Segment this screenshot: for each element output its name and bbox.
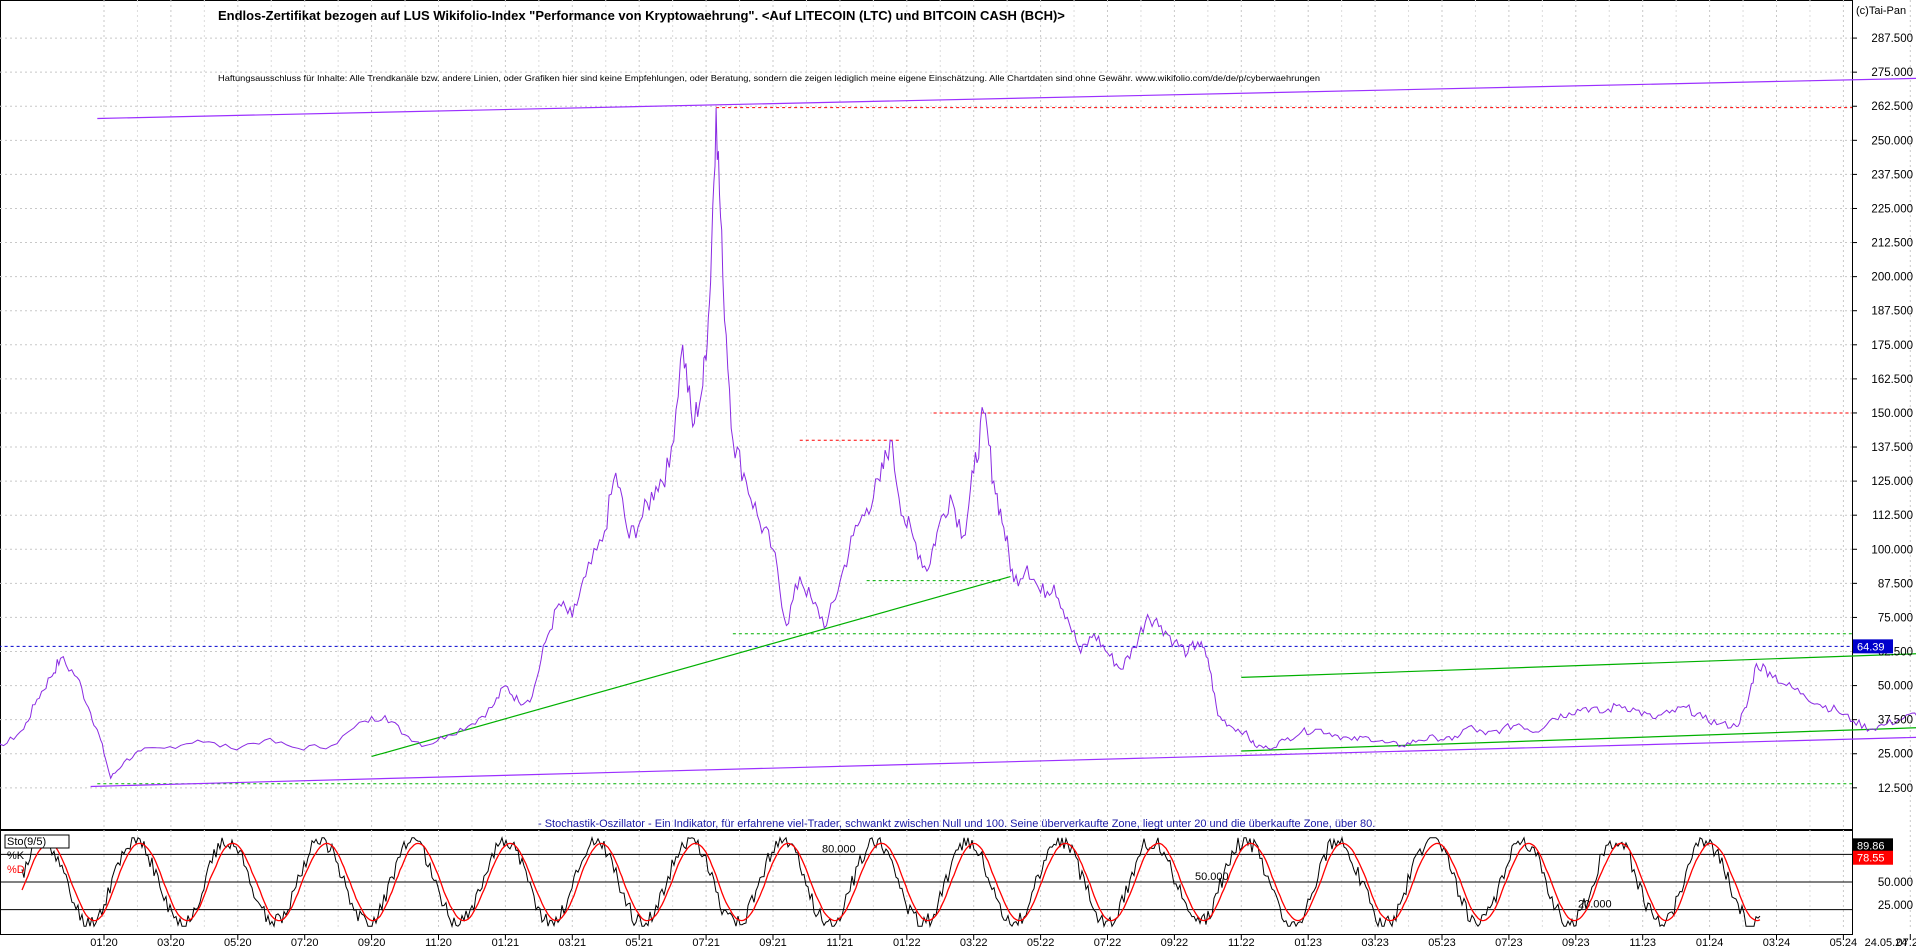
oscillator-level-label: 80.000: [822, 843, 856, 855]
x-tick-label: 01.23: [1294, 937, 1322, 948]
x-tick-label: 11.23: [1629, 937, 1656, 948]
x-tick-label: 05.21: [625, 937, 653, 948]
chart-title: Endlos-Zertifikat bezogen auf LUS Wikifo…: [218, 8, 1065, 23]
price-line: [0, 107, 1916, 780]
x-tick-label: 03.24: [1763, 937, 1791, 948]
current-value-label: 64.39: [1857, 641, 1885, 653]
y-tick-label: 237.500: [1871, 169, 1913, 181]
x-tick-label: 01.22: [893, 937, 921, 948]
x-tick-label: 07.21: [692, 937, 720, 948]
x-tick-label: 07.22: [1094, 937, 1122, 948]
x-tick-label: 03.22: [960, 937, 988, 948]
stoch-k-value: 89.86: [1857, 840, 1885, 852]
y-tick-label: 12.500: [1878, 783, 1913, 795]
stoch-d-value-box: [1853, 850, 1893, 865]
y-tick-label: 225.000: [1871, 203, 1913, 215]
x-tick-label: 09.21: [759, 937, 787, 948]
x-gridlines: [103, 0, 1911, 930]
y-tick-label: 287.500: [1871, 33, 1913, 45]
stochastic-panel: 20.00050.00080.00025.00050.000Sto(9/5)%K…: [0, 834, 1913, 929]
stoch-d-line: [21, 842, 1761, 922]
y-tick-label: 275.000: [1871, 67, 1913, 79]
y-tick-label: 87.500: [1878, 578, 1913, 590]
x-tick-label: 07.24: [1897, 937, 1916, 948]
main-panel-frame: [0, 0, 1853, 830]
oscillator-y-label: 50.000: [1878, 877, 1913, 889]
copyright-label: (c)Tai-Pan: [1856, 5, 1906, 17]
y-tick-label: 75.000: [1878, 612, 1913, 624]
indicator-label-box: [4, 834, 70, 849]
trendlines: [90, 77, 1916, 788]
stoch-d-value: 78.55: [1857, 853, 1885, 865]
y-tick-label: 100.000: [1871, 544, 1913, 556]
x-tick-label: 03.21: [559, 937, 587, 948]
disclaimer-text: Haftungsausschluss für Inhalte: Alle Tre…: [218, 73, 1320, 83]
x-tick-label: 01.21: [492, 937, 520, 948]
y-tick-label: 137.500: [1871, 442, 1913, 454]
x-tick-label: 05.20: [224, 937, 252, 948]
x-tick-label: 01.20: [90, 937, 118, 948]
x-tick-label: 05.24: [1830, 937, 1858, 948]
y-tick-label: 150.000: [1871, 408, 1913, 420]
y-tick-label: 200.000: [1871, 272, 1913, 284]
y-tick-label: 250.000: [1871, 135, 1913, 147]
y-tick-label: 162.500: [1871, 374, 1913, 386]
green-trendline: [371, 575, 1011, 758]
x-tick-label: 01.24: [1696, 937, 1724, 948]
y-tick-label: 175.000: [1871, 340, 1913, 352]
stoch-k-value-box: [1853, 838, 1893, 853]
x-tick-label: 07.20: [291, 937, 319, 948]
y-tick-label: 112.500: [1872, 510, 1913, 522]
x-tick-label: 09.20: [358, 937, 386, 948]
stoch-k-line: [21, 835, 1761, 929]
violet-trendline: [90, 736, 1916, 788]
x-axis: 01.20 03.20 05.20 07.20 09.20 11.20 01.21 03.21…: [90, 934, 1916, 948]
y-tick-label: 25.000: [1878, 749, 1913, 761]
main-gridlines: [0, 0, 1853, 935]
horizontal-levels: [0, 107, 1852, 785]
y-tick-label: 262.500: [1871, 101, 1913, 113]
oscillator-y-label: 25.000: [1878, 900, 1913, 912]
x-tick-label: 07.23: [1495, 937, 1523, 948]
x-tick-label: 05.23: [1428, 937, 1456, 948]
y-tick-label: 187.500: [1871, 306, 1913, 318]
green-trendline: [1241, 653, 1916, 679]
price-series: [0, 107, 1916, 780]
x-tick-label: 11.22: [1228, 937, 1255, 948]
y-axis: 12.50025.00037.50050.00062.50075.00087.5…: [1852, 33, 1913, 795]
green-trendline: [1241, 727, 1916, 752]
stoch-d-legend: %D: [7, 864, 25, 876]
indicator-label: Sto(9/5): [7, 836, 46, 848]
y-tick-label: 37.500: [1878, 715, 1913, 727]
x-tick-label: 11.20: [425, 937, 452, 948]
indicator-description: - Stochastik-Oszillator - Ein Indikator,…: [538, 818, 1375, 830]
x-tick-label: 11.21: [827, 937, 854, 948]
x-tick-label: 05.22: [1027, 937, 1055, 948]
y-tick-label: 125.000: [1871, 476, 1913, 488]
y-tick-label: 212.500: [1871, 238, 1913, 250]
x-tick-label: 03.23: [1361, 937, 1389, 948]
x-tick-label: 09.23: [1562, 937, 1590, 948]
x-tick-label: 03.20: [157, 937, 185, 948]
violet-trendline: [97, 77, 1916, 120]
x-end-label: 24.05.24: [1865, 937, 1908, 948]
y-tick-label: 50.000: [1878, 681, 1913, 693]
stoch-k-legend: %K: [7, 850, 25, 862]
current-value-box: [1853, 639, 1893, 654]
x-tick-label: 09.22: [1161, 937, 1189, 948]
